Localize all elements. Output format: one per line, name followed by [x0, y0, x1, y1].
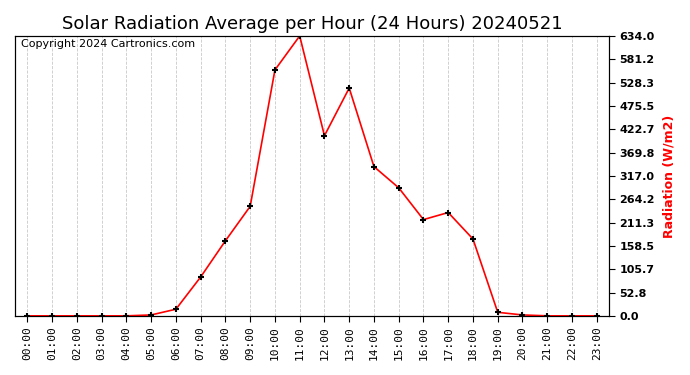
Y-axis label: Radiation (W/m2): Radiation (W/m2): [662, 114, 675, 237]
Text: Copyright 2024 Cartronics.com: Copyright 2024 Cartronics.com: [21, 39, 195, 49]
Title: Solar Radiation Average per Hour (24 Hours) 20240521: Solar Radiation Average per Hour (24 Hou…: [62, 15, 562, 33]
